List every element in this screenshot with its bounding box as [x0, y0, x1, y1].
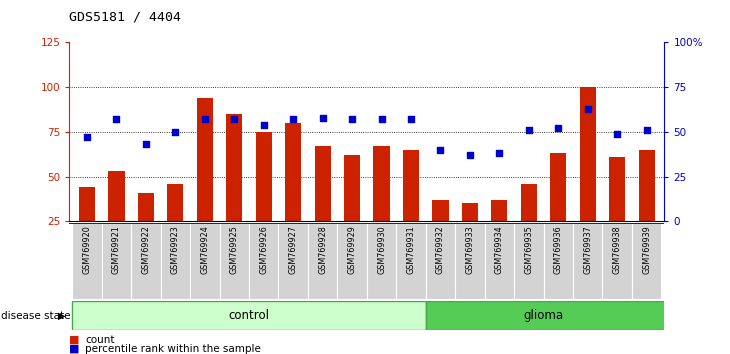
- Bar: [491, 200, 507, 266]
- Bar: [79, 187, 95, 266]
- Text: GSM769928: GSM769928: [318, 225, 327, 274]
- Text: disease state: disease state: [1, 311, 70, 321]
- Bar: [72, 223, 101, 299]
- Bar: [609, 157, 626, 266]
- Text: GDS5181 / 4404: GDS5181 / 4404: [69, 11, 181, 24]
- Point: [258, 122, 269, 127]
- Bar: [462, 203, 478, 266]
- Bar: [278, 223, 308, 299]
- Point: [228, 116, 240, 122]
- Point: [346, 116, 358, 122]
- Text: GSM769930: GSM769930: [377, 225, 386, 274]
- Point: [611, 131, 623, 137]
- Text: GSM769922: GSM769922: [142, 225, 150, 274]
- Bar: [315, 146, 331, 266]
- Bar: [432, 200, 448, 266]
- Bar: [190, 223, 220, 299]
- Bar: [366, 223, 396, 299]
- Text: GSM769934: GSM769934: [495, 225, 504, 274]
- Point: [317, 115, 328, 120]
- Bar: [226, 114, 242, 266]
- Text: GSM769933: GSM769933: [466, 225, 474, 274]
- Text: control: control: [228, 309, 269, 322]
- Bar: [396, 223, 426, 299]
- Bar: [131, 223, 161, 299]
- Text: ■: ■: [69, 335, 80, 345]
- Text: GSM769921: GSM769921: [112, 225, 121, 274]
- Bar: [580, 87, 596, 266]
- Point: [405, 116, 417, 122]
- Text: GSM769926: GSM769926: [259, 225, 268, 274]
- Text: GSM769929: GSM769929: [347, 225, 356, 274]
- Bar: [167, 184, 183, 266]
- Text: GSM769932: GSM769932: [436, 225, 445, 274]
- Text: GSM769927: GSM769927: [288, 225, 298, 274]
- Bar: [344, 155, 360, 266]
- Text: GSM769925: GSM769925: [230, 225, 239, 274]
- Bar: [255, 132, 272, 266]
- Point: [140, 142, 152, 147]
- Bar: [544, 223, 573, 299]
- Bar: [108, 171, 125, 266]
- Bar: [520, 184, 537, 266]
- Text: count: count: [85, 335, 115, 345]
- Bar: [573, 223, 602, 299]
- Bar: [308, 223, 337, 299]
- Text: GSM769939: GSM769939: [642, 225, 651, 274]
- Bar: [639, 150, 655, 266]
- Bar: [550, 153, 566, 266]
- Point: [582, 106, 593, 112]
- Bar: [514, 223, 544, 299]
- Bar: [403, 150, 419, 266]
- Text: GSM769924: GSM769924: [200, 225, 210, 274]
- Bar: [249, 223, 278, 299]
- Bar: [285, 123, 301, 266]
- Text: ▶: ▶: [58, 311, 66, 321]
- Bar: [632, 223, 661, 299]
- Bar: [196, 98, 213, 266]
- Point: [169, 129, 181, 135]
- Point: [199, 116, 211, 122]
- Point: [376, 116, 388, 122]
- Text: GSM769937: GSM769937: [583, 225, 592, 274]
- Text: GSM769923: GSM769923: [171, 225, 180, 274]
- Text: GSM769920: GSM769920: [82, 225, 91, 274]
- Bar: [220, 223, 249, 299]
- Point: [493, 150, 505, 156]
- Bar: [456, 223, 485, 299]
- Text: GSM769935: GSM769935: [524, 225, 534, 274]
- Point: [81, 135, 93, 140]
- Bar: [161, 223, 190, 299]
- Point: [288, 116, 299, 122]
- Text: ■: ■: [69, 344, 80, 354]
- Point: [111, 116, 123, 122]
- Point: [434, 147, 446, 153]
- Bar: [426, 223, 456, 299]
- Bar: [374, 146, 390, 266]
- Text: percentile rank within the sample: percentile rank within the sample: [85, 344, 261, 354]
- Point: [464, 152, 476, 158]
- Text: glioma: glioma: [523, 309, 564, 322]
- Bar: [72, 301, 426, 330]
- Bar: [602, 223, 632, 299]
- Text: GSM769938: GSM769938: [612, 225, 622, 274]
- Point: [641, 127, 653, 133]
- Bar: [485, 223, 514, 299]
- Bar: [138, 193, 154, 266]
- Bar: [426, 301, 676, 330]
- Point: [553, 125, 564, 131]
- Point: [523, 127, 534, 133]
- Text: GSM769936: GSM769936: [554, 225, 563, 274]
- Text: GSM769931: GSM769931: [407, 225, 415, 274]
- Bar: [101, 223, 131, 299]
- Bar: [337, 223, 366, 299]
